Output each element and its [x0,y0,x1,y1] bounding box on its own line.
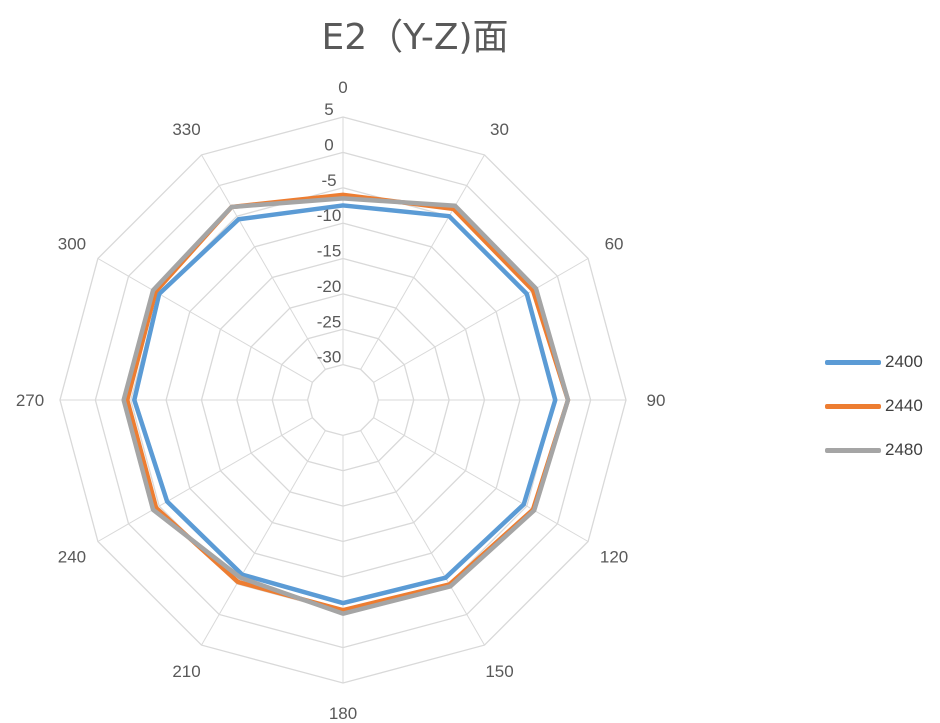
radial-tick-label: -5 [321,171,336,190]
spoke-120 [373,417,589,542]
angle-label: 300 [58,235,86,254]
label-layer: 50-5-10-15-20-25-30030609012015018021024… [16,78,666,723]
radial-tick-label: -30 [317,348,342,367]
angle-label: 330 [172,120,200,139]
angle-label: 180 [329,704,357,723]
legend-swatch [825,403,881,409]
spoke-240 [97,417,313,542]
legend-item-2400: 2400 [825,340,923,384]
spoke-300 [97,258,313,383]
legend: 2400 2440 2480 [825,340,923,472]
spoke-210 [201,430,326,646]
legend-label: 2440 [885,396,923,415]
legend-item-2480: 2480 [825,428,923,472]
radial-tick-label: 5 [324,100,333,119]
spoke-60 [373,258,589,383]
grid-ring-7 [306,363,380,437]
radial-tick-label: -25 [317,312,342,331]
angle-label: 210 [172,662,200,681]
angle-label: 240 [58,548,86,567]
angle-label: 270 [16,391,44,410]
legend-swatch [825,447,881,453]
angle-label: 60 [605,235,624,254]
spoke-30 [360,154,485,370]
angle-label: 120 [600,548,628,567]
legend-label: 2400 [885,352,923,371]
radial-tick-label: 0 [324,135,333,154]
chart-title: E2（Y-Z)面 [321,17,509,58]
angle-label: 0 [338,78,347,97]
radial-tick-label: -15 [317,242,342,261]
series-line-2440 [124,192,571,613]
legend-label: 2480 [885,440,923,459]
series-layer [121,192,571,616]
angle-label: 90 [647,391,666,410]
grid-layer [59,116,627,684]
series-line-2480 [121,196,571,616]
legend-swatch [825,359,881,365]
angle-label: 30 [490,120,509,139]
legend-item-2440: 2440 [825,384,923,428]
series-line-2400 [132,203,558,606]
spoke-330 [201,154,326,370]
spoke-150 [360,430,485,646]
radial-tick-label: -10 [317,206,342,225]
radial-tick-label: -20 [317,277,342,296]
angle-label: 150 [485,662,513,681]
